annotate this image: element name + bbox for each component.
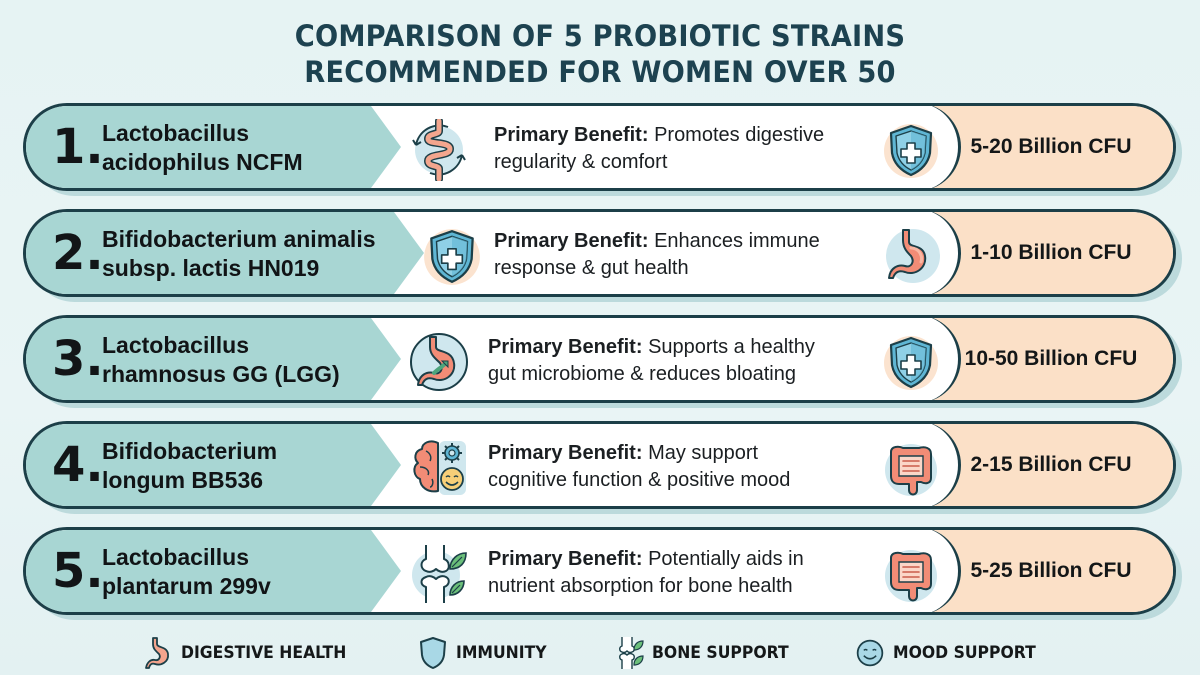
strain-number: 5.: [52, 543, 104, 599]
stomach-icon: [881, 226, 941, 286]
strain-row-1: 1. Lactobacillus acidophilus NCFM Primar…: [23, 103, 1182, 196]
strain-name-segment: [26, 530, 401, 612]
strain-name: Lactobacillus plantarum 299v: [102, 544, 271, 599]
legend-mood-support: MOOD SUPPORT: [855, 633, 1048, 673]
benefit-prefix: Primary Benefit:: [494, 124, 649, 146]
strain-name: Lactobacillus rhamnosus GG (LGG): [102, 332, 340, 387]
cfu-dosage: 5-20 Billion CFU: [970, 135, 1132, 158]
strain-number: 2.: [52, 225, 104, 281]
cfu-dosage: 10-50 Billion CFU: [964, 347, 1138, 370]
strain-row-4: 4. Bifidobacterium longum BB536 Primary …: [23, 421, 1182, 514]
brain-gear-smile-icon: [408, 437, 470, 499]
shield-icon: [418, 636, 448, 670]
cfu-dosage: 5-25 Billion CFU: [970, 559, 1132, 582]
row-card: 2. Bifidobacterium animalis subsp. lacti…: [23, 209, 1176, 297]
primary-benefit: Primary Benefit: May support cognitive f…: [488, 442, 791, 491]
primary-benefit: Primary Benefit: Promotes digestive regu…: [494, 124, 825, 173]
strain-row-5: 5. Lactobacillus plantarum 299v Primary …: [23, 527, 1182, 620]
strain-name-segment: [26, 318, 401, 400]
strain-row-3: 3. Lactobacillus rhamnosus GG (LGG) Prim…: [23, 315, 1182, 408]
strain-name-segment: [26, 424, 401, 506]
colon-icon: [881, 544, 941, 604]
shield-icon: [881, 120, 941, 180]
shield-icon: [881, 332, 941, 392]
primary-benefit: Primary Benefit: Supports a healthy gut …: [488, 336, 815, 385]
strain-number: 1.: [52, 119, 104, 175]
cfu-segment: [923, 530, 1173, 612]
cfu-dosage: 1-10 Billion CFU: [970, 241, 1132, 264]
benefit-prefix: Primary Benefit:: [488, 336, 643, 358]
row-card: 1. Lactobacillus acidophilus NCFM Primar…: [23, 103, 1176, 191]
row-card: 4. Bifidobacterium longum BB536 Primary …: [23, 421, 1176, 509]
shield-icon: [421, 225, 483, 287]
cfu-segment: [923, 318, 1173, 400]
strain-number: 3.: [52, 331, 104, 387]
benefit-prefix: Primary Benefit:: [488, 442, 643, 464]
strain-row-2: 2. Bifidobacterium animalis subsp. lacti…: [23, 209, 1182, 302]
bone-leaf-icon: [408, 543, 470, 605]
benefit-prefix: Primary Benefit:: [494, 230, 649, 252]
colon-icon: [881, 438, 941, 498]
cfu-dosage: 2-15 Billion CFU: [970, 453, 1132, 476]
row-card: 5. Lactobacillus plantarum 299v Primary …: [23, 527, 1176, 615]
primary-benefit: Primary Benefit: Potentially aids in nut…: [488, 548, 804, 597]
strain-number: 4.: [52, 437, 104, 493]
primary-benefit: Primary Benefit: Enhances immune respons…: [494, 230, 820, 279]
stomach-icon: [143, 636, 173, 670]
title-line-1: COMPARISON OF 5 PROBIOTIC STRAINS: [294, 19, 906, 53]
strain-name: Bifidobacterium longum BB536: [102, 438, 278, 493]
intestine-cycle-icon: [408, 119, 470, 181]
title-line-2: RECOMMENDED FOR WOMEN OVER 50: [304, 55, 896, 89]
legend: DIGESTIVE HEALTH IMMUNITY BONE SUPPORT M…: [0, 633, 1200, 673]
legend-digestive-health: DIGESTIVE HEALTH: [143, 633, 361, 673]
strain-name-segment: [26, 212, 424, 294]
benefit-prefix: Primary Benefit:: [488, 548, 643, 570]
smiley-icon: [855, 636, 885, 670]
legend-immunity: IMMUNITY: [418, 633, 554, 673]
legend-bone-support: BONE SUPPORT: [614, 633, 801, 673]
stomach-arrow-icon: [408, 331, 470, 393]
bone-leaf-icon: [614, 636, 644, 670]
page-title: COMPARISON OF 5 PROBIOTIC STRAINS RECOMM…: [36, 18, 1164, 90]
row-card: 3. Lactobacillus rhamnosus GG (LGG) Prim…: [23, 315, 1176, 403]
strain-name: Bifidobacterium animalis subsp. lactis H…: [102, 226, 376, 281]
cfu-segment: [923, 106, 1173, 188]
strain-name: Lactobacillus acidophilus NCFM: [102, 120, 303, 175]
cfu-segment: [923, 424, 1173, 506]
strain-name-segment: [26, 106, 401, 188]
cfu-segment: [923, 212, 1173, 294]
